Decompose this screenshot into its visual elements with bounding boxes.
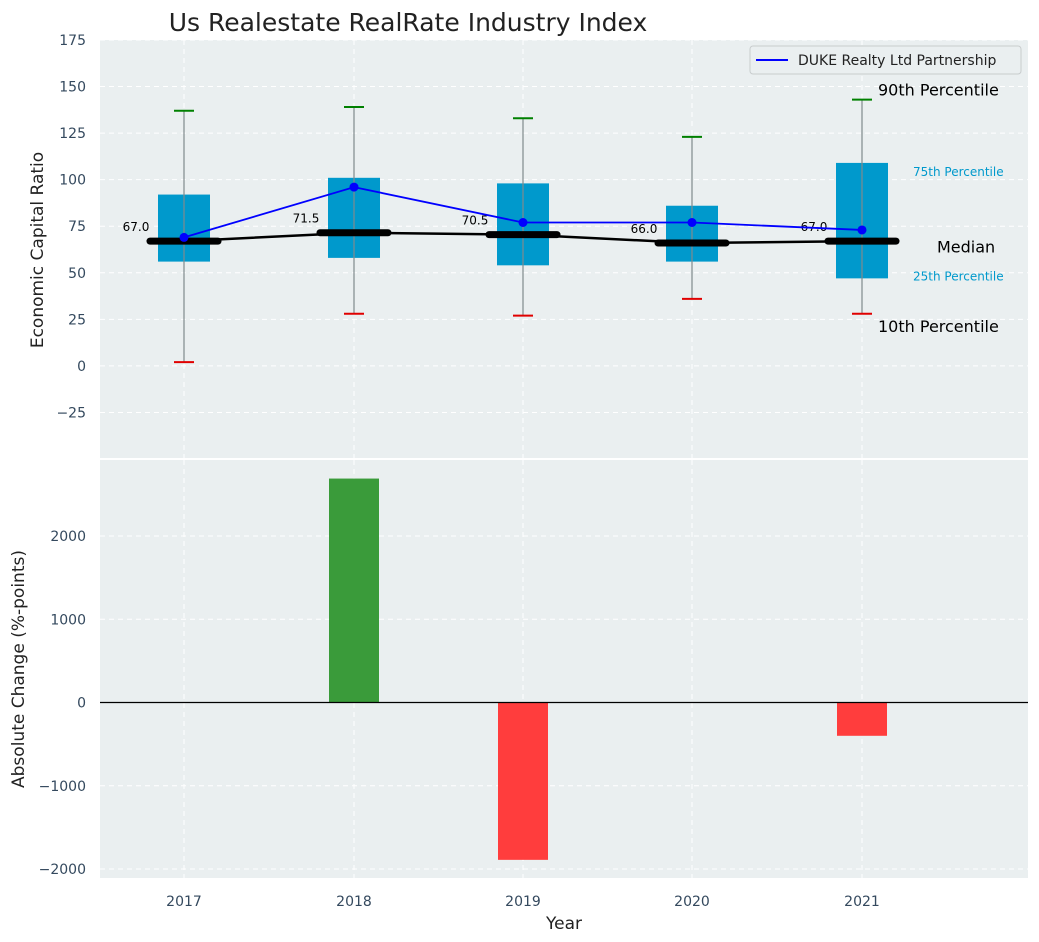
median-trend-line — [183, 231, 863, 245]
change-bars — [329, 478, 887, 860]
top-y-axis-label: Economic Capital Ratio — [28, 152, 48, 348]
series-point — [179, 232, 189, 242]
annotation-75th: 75th Percentile — [913, 165, 1004, 179]
legend: DUKE Realty Ltd Partnership — [749, 45, 1022, 75]
bottom-y-axis-label: Absolute Change (%-points) — [9, 550, 29, 788]
x-tick-label: 2020 — [674, 894, 710, 910]
series-point — [857, 225, 867, 235]
series-point — [518, 217, 528, 227]
median-trend — [183, 231, 863, 245]
annotation-25th: 25th Percentile — [913, 270, 1004, 284]
top-y-tick-label: 150 — [59, 80, 86, 96]
top-y-tick-label: −25 — [56, 405, 86, 421]
bottom-y-tick-label: −2000 — [39, 862, 86, 878]
top-y-tick-label: 50 — [68, 266, 86, 282]
top-y-tick-label: 25 — [68, 312, 86, 328]
x-tick-label: 2018 — [336, 894, 372, 910]
bottom-y-tick-label: −1000 — [39, 779, 86, 795]
bottom-plot-area — [100, 460, 1028, 878]
x-tick-label: 2021 — [844, 894, 880, 910]
series-duke — [179, 182, 867, 242]
top-y-tick-label: 0 — [77, 359, 86, 375]
median-value-label: 66.0 — [631, 222, 658, 236]
bottom-y-tick-label: 2000 — [50, 529, 86, 545]
x-axis-label: Year — [545, 914, 582, 934]
bottom-y-tick-label: 0 — [77, 696, 86, 712]
annotation-90th: 90th Percentile — [878, 80, 999, 99]
bar-2021 — [837, 702, 887, 736]
x-tick-labels: 2017 2018 2019 2020 2021 — [166, 894, 880, 910]
median-value-label: 67.0 — [123, 220, 150, 234]
series-point — [687, 217, 697, 227]
series-point — [349, 182, 359, 192]
top-plot-area — [100, 40, 1028, 458]
median-value-label: 70.5 — [462, 214, 489, 228]
legend-box — [749, 45, 1022, 75]
box-2017: 67.0 — [123, 109, 222, 364]
x-tick-label: 2019 — [505, 894, 541, 910]
bar-2018 — [329, 478, 379, 703]
median-value-label: 71.5 — [293, 212, 320, 226]
box-plots: 67.071.5 70.566.0 67.0 — [123, 98, 900, 364]
top-y-tick-labels: −25 0 25 50 75 100 125 150 175 — [56, 33, 86, 421]
bottom-y-tick-label: 1000 — [50, 612, 86, 628]
top-y-tick-label: 125 — [59, 126, 86, 142]
annotation-10th: 10th Percentile — [878, 317, 999, 336]
annotation-median: Median — [937, 238, 995, 257]
top-y-tick-label: 75 — [68, 219, 86, 235]
percentile-annotations: 90th Percentile 75th Percentile Median 25th… — [878, 80, 1004, 336]
chart-title: Us Realestate RealRate Industry Index — [169, 8, 648, 37]
bottom-panel: −2000 −1000 0 1000 2000 2017 2018 2019 2020 2021… — [9, 460, 1028, 934]
bar-2019 — [498, 702, 548, 860]
top-y-tick-label: 100 — [59, 173, 86, 189]
bottom-y-tick-labels: −2000 −1000 0 1000 2000 — [39, 529, 86, 878]
legend-entry-duke: DUKE Realty Ltd Partnership — [798, 53, 996, 69]
x-tick-label: 2017 — [166, 894, 202, 910]
top-y-tick-label: 175 — [59, 33, 86, 49]
